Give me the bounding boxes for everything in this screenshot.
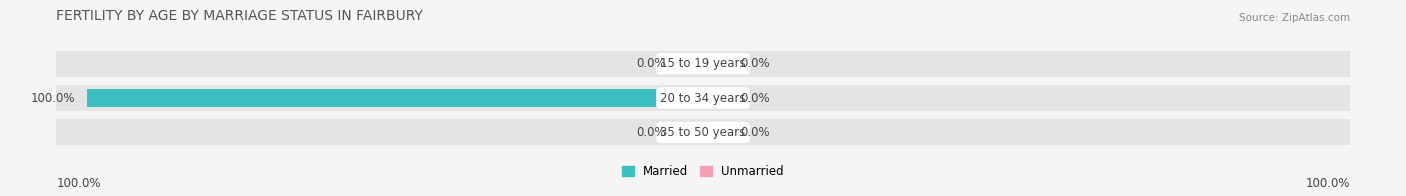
Bar <box>56 85 1350 111</box>
Bar <box>703 89 728 107</box>
Bar <box>703 123 728 141</box>
Text: 0.0%: 0.0% <box>637 126 666 139</box>
Bar <box>678 55 703 73</box>
Text: 0.0%: 0.0% <box>740 92 769 104</box>
Bar <box>678 123 703 141</box>
Text: 0.0%: 0.0% <box>740 126 769 139</box>
Bar <box>56 51 1350 77</box>
Text: 100.0%: 100.0% <box>1305 177 1350 190</box>
Text: 15 to 19 years: 15 to 19 years <box>661 57 745 70</box>
Text: 100.0%: 100.0% <box>56 177 101 190</box>
Bar <box>703 55 728 73</box>
Text: 100.0%: 100.0% <box>30 92 75 104</box>
Legend: Married, Unmarried: Married, Unmarried <box>621 165 785 178</box>
Text: 0.0%: 0.0% <box>637 57 666 70</box>
Bar <box>56 119 1350 145</box>
Text: 20 to 34 years: 20 to 34 years <box>661 92 745 104</box>
Bar <box>87 89 703 107</box>
Text: 0.0%: 0.0% <box>740 57 769 70</box>
Text: Source: ZipAtlas.com: Source: ZipAtlas.com <box>1239 13 1350 23</box>
Text: FERTILITY BY AGE BY MARRIAGE STATUS IN FAIRBURY: FERTILITY BY AGE BY MARRIAGE STATUS IN F… <box>56 9 423 23</box>
Text: 35 to 50 years: 35 to 50 years <box>661 126 745 139</box>
